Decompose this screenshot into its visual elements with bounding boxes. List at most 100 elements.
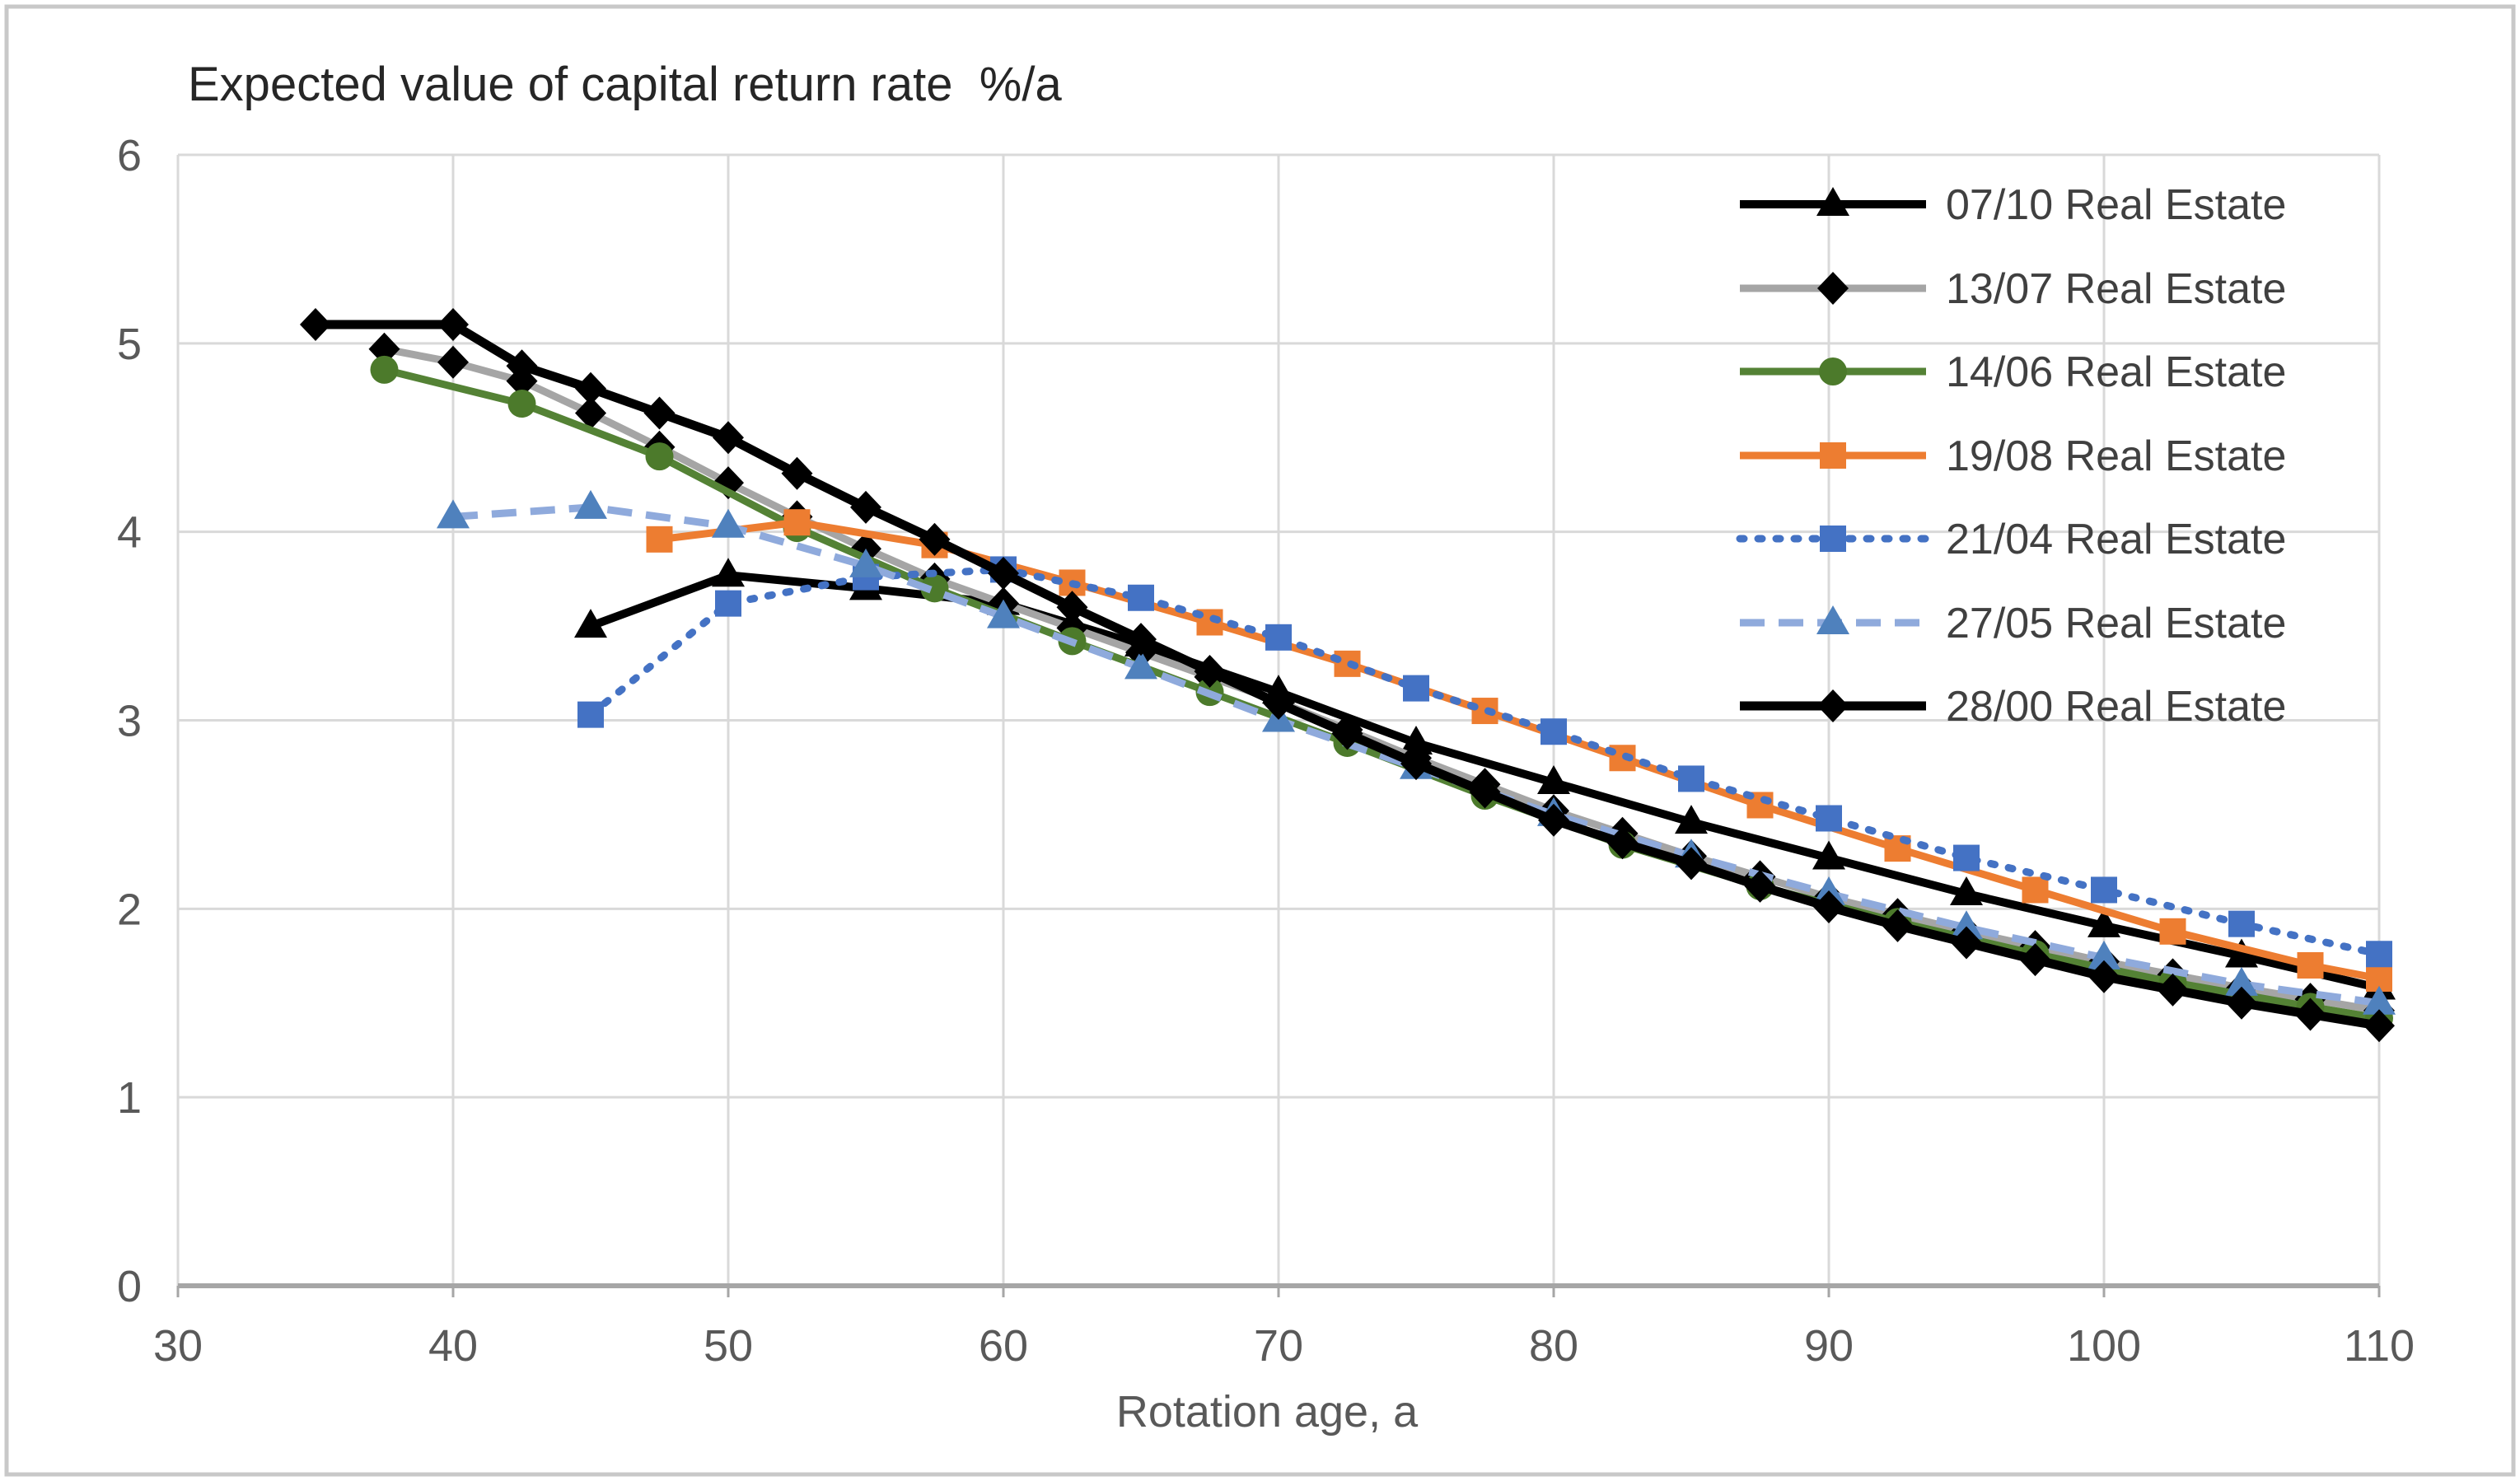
y-tick-label: 2 <box>117 885 142 934</box>
diamond-marker <box>575 371 606 405</box>
square-marker <box>2297 951 2324 979</box>
diamond-marker <box>575 396 606 430</box>
y-tick-label: 0 <box>117 1262 142 1311</box>
legend-label: 21/04 Real Estate <box>1946 516 2286 563</box>
legend-item-28-00: 28/00 Real Estate <box>1740 683 2286 731</box>
diamond-marker <box>368 332 400 366</box>
square-marker <box>1820 526 1846 552</box>
legend-label: 14/06 Real Estate <box>1946 348 2286 396</box>
chart-outer-border <box>4 4 2516 1477</box>
triangle-marker <box>712 508 745 538</box>
circle-marker <box>645 442 674 471</box>
triangle-marker <box>2088 908 2120 937</box>
diamond-marker <box>988 557 1019 591</box>
triangle-marker <box>1812 840 1845 870</box>
diamond-marker <box>300 307 331 341</box>
diamond-marker <box>1882 909 1914 942</box>
diamond-marker <box>1194 655 1226 689</box>
x-tick-label: 110 <box>2344 1321 2415 1371</box>
diamond-marker <box>1817 272 1849 305</box>
diamond-marker <box>1056 591 1088 624</box>
square-marker <box>2022 876 2049 904</box>
diamond-marker <box>1817 689 1849 722</box>
legend-item-14-06: 14/06 Real Estate <box>1740 348 2286 396</box>
y-tick-label: 3 <box>117 697 142 746</box>
diamond-marker <box>1951 926 1982 960</box>
square-marker <box>1816 805 1842 832</box>
series-line <box>452 503 2380 1007</box>
legend-label: 28/00 Real Estate <box>1946 683 2286 731</box>
square-marker <box>2228 910 2255 937</box>
diamond-marker <box>1538 803 1569 837</box>
triangle-marker <box>2088 940 2120 969</box>
legend-item-13-07: 13/07 Real Estate <box>1740 265 2286 313</box>
y-tick-label: 6 <box>117 131 142 180</box>
circle-marker <box>920 574 949 603</box>
circle-marker <box>370 355 399 384</box>
legend-label: 07/10 Real Estate <box>1946 181 2286 229</box>
x-tick-label: 60 <box>979 1321 1028 1371</box>
square-marker <box>1265 624 1292 651</box>
triangle-marker <box>1675 805 1708 834</box>
triangle-marker <box>1816 605 1849 634</box>
square-marker <box>2366 941 2392 968</box>
triangle-marker <box>849 548 882 577</box>
square-marker <box>1678 765 1704 792</box>
square-marker <box>2159 918 2186 945</box>
gridlines <box>176 153 2381 1286</box>
square-marker <box>1403 675 1429 702</box>
diamond-marker <box>506 349 538 383</box>
circle-marker <box>507 390 536 418</box>
x-tick-label: 50 <box>704 1321 753 1371</box>
legend-label: 27/05 Real Estate <box>1946 600 2286 647</box>
triangle-marker <box>1124 650 1157 680</box>
square-marker <box>1541 718 1567 745</box>
square-marker <box>783 509 811 536</box>
chart-title: Expected value of capital return rate %/… <box>188 58 1062 111</box>
series-line <box>587 565 2383 958</box>
triangle-marker <box>1950 876 1983 906</box>
diamond-marker <box>1813 890 1844 924</box>
diamond-marker <box>2088 960 2120 993</box>
legend-label: 13/07 Real Estate <box>1946 265 2286 313</box>
diamond-marker <box>1744 869 1776 903</box>
triangle-marker <box>1537 765 1570 795</box>
triangle-marker <box>437 499 470 529</box>
diamond-marker <box>2019 943 2051 977</box>
diamond-marker <box>1263 686 1294 720</box>
diamond-marker <box>2226 986 2257 1020</box>
y-tick-label: 1 <box>117 1073 142 1123</box>
x-tick-label: 70 <box>1254 1321 1303 1371</box>
triangle-marker <box>987 599 1020 628</box>
x-tick-label: 30 <box>153 1321 203 1371</box>
diamond-marker <box>850 490 881 524</box>
square-marker <box>2091 876 2117 904</box>
diamond-marker <box>2363 1009 2395 1043</box>
x-tick-label: 40 <box>428 1321 478 1371</box>
diamond-marker <box>1606 826 1639 860</box>
triangle-marker <box>1816 187 1849 216</box>
triangle-marker <box>2225 938 2258 968</box>
x-tick-label: 80 <box>1529 1321 1578 1371</box>
square-marker <box>1128 584 1154 611</box>
legend: 07/10 Real Estate 13/07 Real Estate 14/06 … <box>1736 181 2286 731</box>
legend-item-19-08: 19/08 Real Estate <box>1740 432 2286 480</box>
legend-item-21-04: 21/04 Real Estate <box>1736 516 2286 563</box>
x-axis-title: Rotation age, a <box>1116 1387 1419 1437</box>
diamond-marker <box>2157 973 2189 1007</box>
axes <box>176 1283 2381 1297</box>
circle-marker <box>1819 357 1847 385</box>
diamond-marker <box>437 307 469 341</box>
square-marker <box>1953 844 1980 871</box>
x-tick-label: 100 <box>2067 1321 2141 1371</box>
diamond-marker <box>919 522 951 556</box>
series-28-00-real-estate <box>300 307 2395 1043</box>
diamond-marker <box>643 396 676 430</box>
series-line <box>589 571 2381 993</box>
legend-item-27-05: 27/05 Real Estate <box>1740 600 2286 647</box>
diamond-marker <box>781 456 813 490</box>
square-marker <box>1820 442 1846 469</box>
square-marker <box>577 701 604 728</box>
